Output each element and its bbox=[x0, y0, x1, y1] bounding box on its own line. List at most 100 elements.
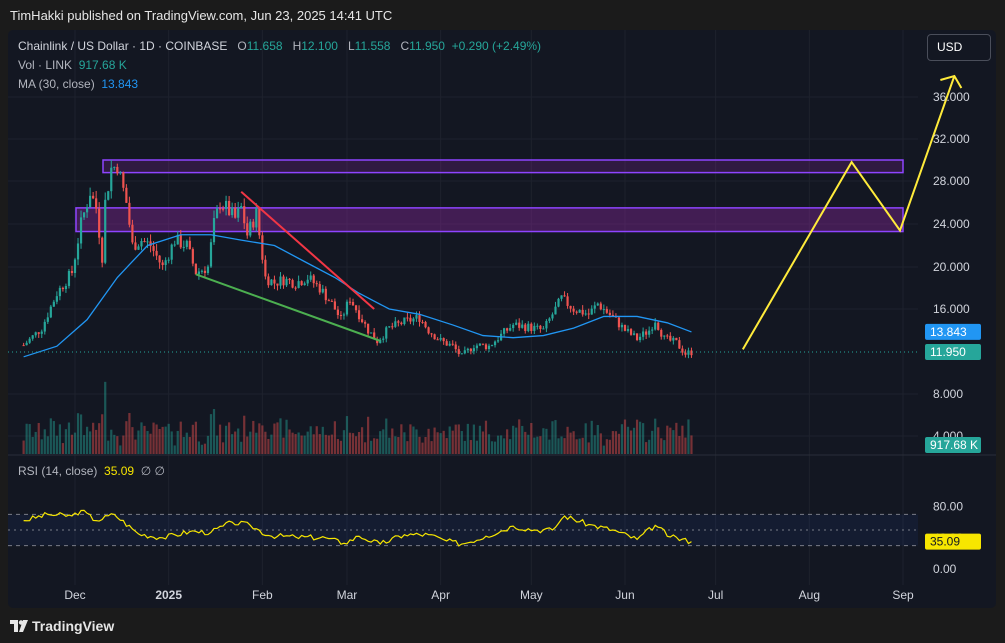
rsi-value-tag: 35.09 bbox=[930, 535, 960, 549]
chart-canvas[interactable]: 36.000 32.000 28.000 24.000 20.000 16.000 8.00… bbox=[8, 30, 996, 608]
resistance-zone bbox=[75, 207, 904, 233]
volume-bar bbox=[173, 445, 176, 454]
candle-body bbox=[487, 345, 491, 350]
candle-body bbox=[101, 237, 104, 263]
candle-body bbox=[276, 283, 279, 286]
price-candles bbox=[22, 160, 693, 359]
volume-bar bbox=[104, 381, 107, 454]
candle-body bbox=[122, 172, 125, 188]
volume-bar bbox=[388, 437, 391, 454]
candle-body bbox=[472, 348, 475, 352]
volume-bar bbox=[200, 444, 204, 454]
candle-body bbox=[318, 284, 321, 293]
time-tick-label: Feb bbox=[252, 588, 273, 602]
candle-body bbox=[288, 278, 291, 281]
footer-brand[interactable]: TradingView bbox=[10, 618, 114, 634]
rsi-line bbox=[23, 509, 692, 547]
volume-bar bbox=[663, 440, 666, 454]
open-label: O bbox=[237, 39, 247, 53]
candle-body bbox=[545, 321, 548, 329]
volume-bar bbox=[137, 430, 140, 454]
candle-body bbox=[185, 240, 188, 247]
candle-body bbox=[424, 322, 427, 328]
volume-bar bbox=[158, 429, 161, 454]
volume-bar bbox=[551, 421, 554, 454]
volume-bar bbox=[318, 434, 321, 454]
close-label: C bbox=[400, 39, 410, 53]
candle-body bbox=[249, 221, 252, 236]
volume-bar bbox=[209, 414, 213, 454]
volume-bar bbox=[31, 436, 34, 454]
candle-body bbox=[270, 279, 273, 286]
rsi-value-tag-bg bbox=[925, 533, 981, 550]
volume-bar bbox=[276, 422, 279, 454]
volume-bar bbox=[654, 418, 657, 454]
volume-bar bbox=[572, 431, 575, 454]
projection-arrowhead bbox=[940, 74, 963, 89]
candle-body bbox=[215, 208, 219, 219]
volume-label[interactable]: Vol · LINK bbox=[18, 58, 73, 72]
candle-body bbox=[563, 295, 566, 297]
low-label: L bbox=[347, 39, 355, 53]
volume-bar bbox=[415, 429, 418, 454]
candle-body bbox=[657, 322, 660, 330]
rsi-icons[interactable]: ∅ ∅ bbox=[140, 464, 165, 478]
candle-body bbox=[119, 172, 122, 174]
volume-bar bbox=[669, 427, 672, 454]
volume-bar bbox=[433, 427, 436, 454]
currency-button[interactable]: USD bbox=[927, 34, 991, 61]
chart-panel[interactable]: 36.000 32.000 28.000 24.000 20.000 16.000 8.00… bbox=[8, 30, 996, 608]
candle-body bbox=[173, 244, 176, 246]
candle-body bbox=[542, 328, 545, 330]
candle-body bbox=[484, 344, 488, 350]
volume-bar bbox=[596, 425, 599, 454]
symbol-title[interactable]: Chainlink / US Dollar · 1D · COINBASE bbox=[18, 39, 228, 53]
candle-body bbox=[629, 329, 633, 335]
candle-body bbox=[61, 287, 65, 290]
candle-body bbox=[638, 336, 642, 341]
candle-body bbox=[608, 312, 611, 315]
last-price-tag: 11.950 bbox=[930, 345, 966, 359]
candle-body bbox=[548, 318, 551, 322]
resistance-zones bbox=[75, 159, 904, 233]
candle-body bbox=[536, 325, 539, 327]
high-value: 12.100 bbox=[301, 39, 338, 53]
volume-bar bbox=[46, 436, 49, 454]
candle-body bbox=[231, 207, 234, 216]
volume-bar bbox=[481, 431, 485, 454]
volume-bar bbox=[179, 421, 182, 454]
volume-bar bbox=[194, 421, 197, 454]
ma-label[interactable]: MA (30, close) bbox=[18, 77, 95, 91]
volume-bar bbox=[602, 445, 605, 454]
candle-body bbox=[451, 343, 454, 345]
candle-body bbox=[285, 278, 288, 286]
volume-bar bbox=[67, 422, 71, 454]
rsi-label[interactable]: RSI (14, close) bbox=[18, 464, 98, 478]
volume-bar bbox=[240, 441, 243, 454]
candle-body bbox=[279, 276, 282, 286]
volume-bar bbox=[134, 439, 137, 454]
candle-body bbox=[258, 208, 261, 236]
volume-bar bbox=[155, 424, 158, 454]
volume-bar bbox=[110, 429, 113, 454]
volume-bar bbox=[678, 435, 681, 454]
candle-body bbox=[557, 298, 560, 307]
volume-bar bbox=[370, 440, 373, 454]
candle-body bbox=[212, 218, 216, 243]
candle-body bbox=[409, 317, 412, 322]
candle-body bbox=[255, 208, 258, 228]
volume-bar bbox=[499, 435, 503, 454]
candle-body bbox=[357, 310, 361, 320]
candle-body bbox=[666, 335, 669, 337]
volume-bar bbox=[418, 436, 421, 454]
volume-bar bbox=[487, 434, 491, 454]
volume-bar bbox=[101, 414, 104, 454]
ma-row: MA (30, close) 13.843 bbox=[18, 75, 541, 94]
candle-body bbox=[496, 340, 500, 342]
volume-bar bbox=[539, 436, 542, 454]
candle-body bbox=[128, 202, 131, 225]
volume-bar bbox=[466, 423, 469, 454]
volume-bar bbox=[557, 438, 560, 454]
time-tick-label: Jun bbox=[615, 588, 634, 602]
volume-bar bbox=[312, 434, 315, 454]
